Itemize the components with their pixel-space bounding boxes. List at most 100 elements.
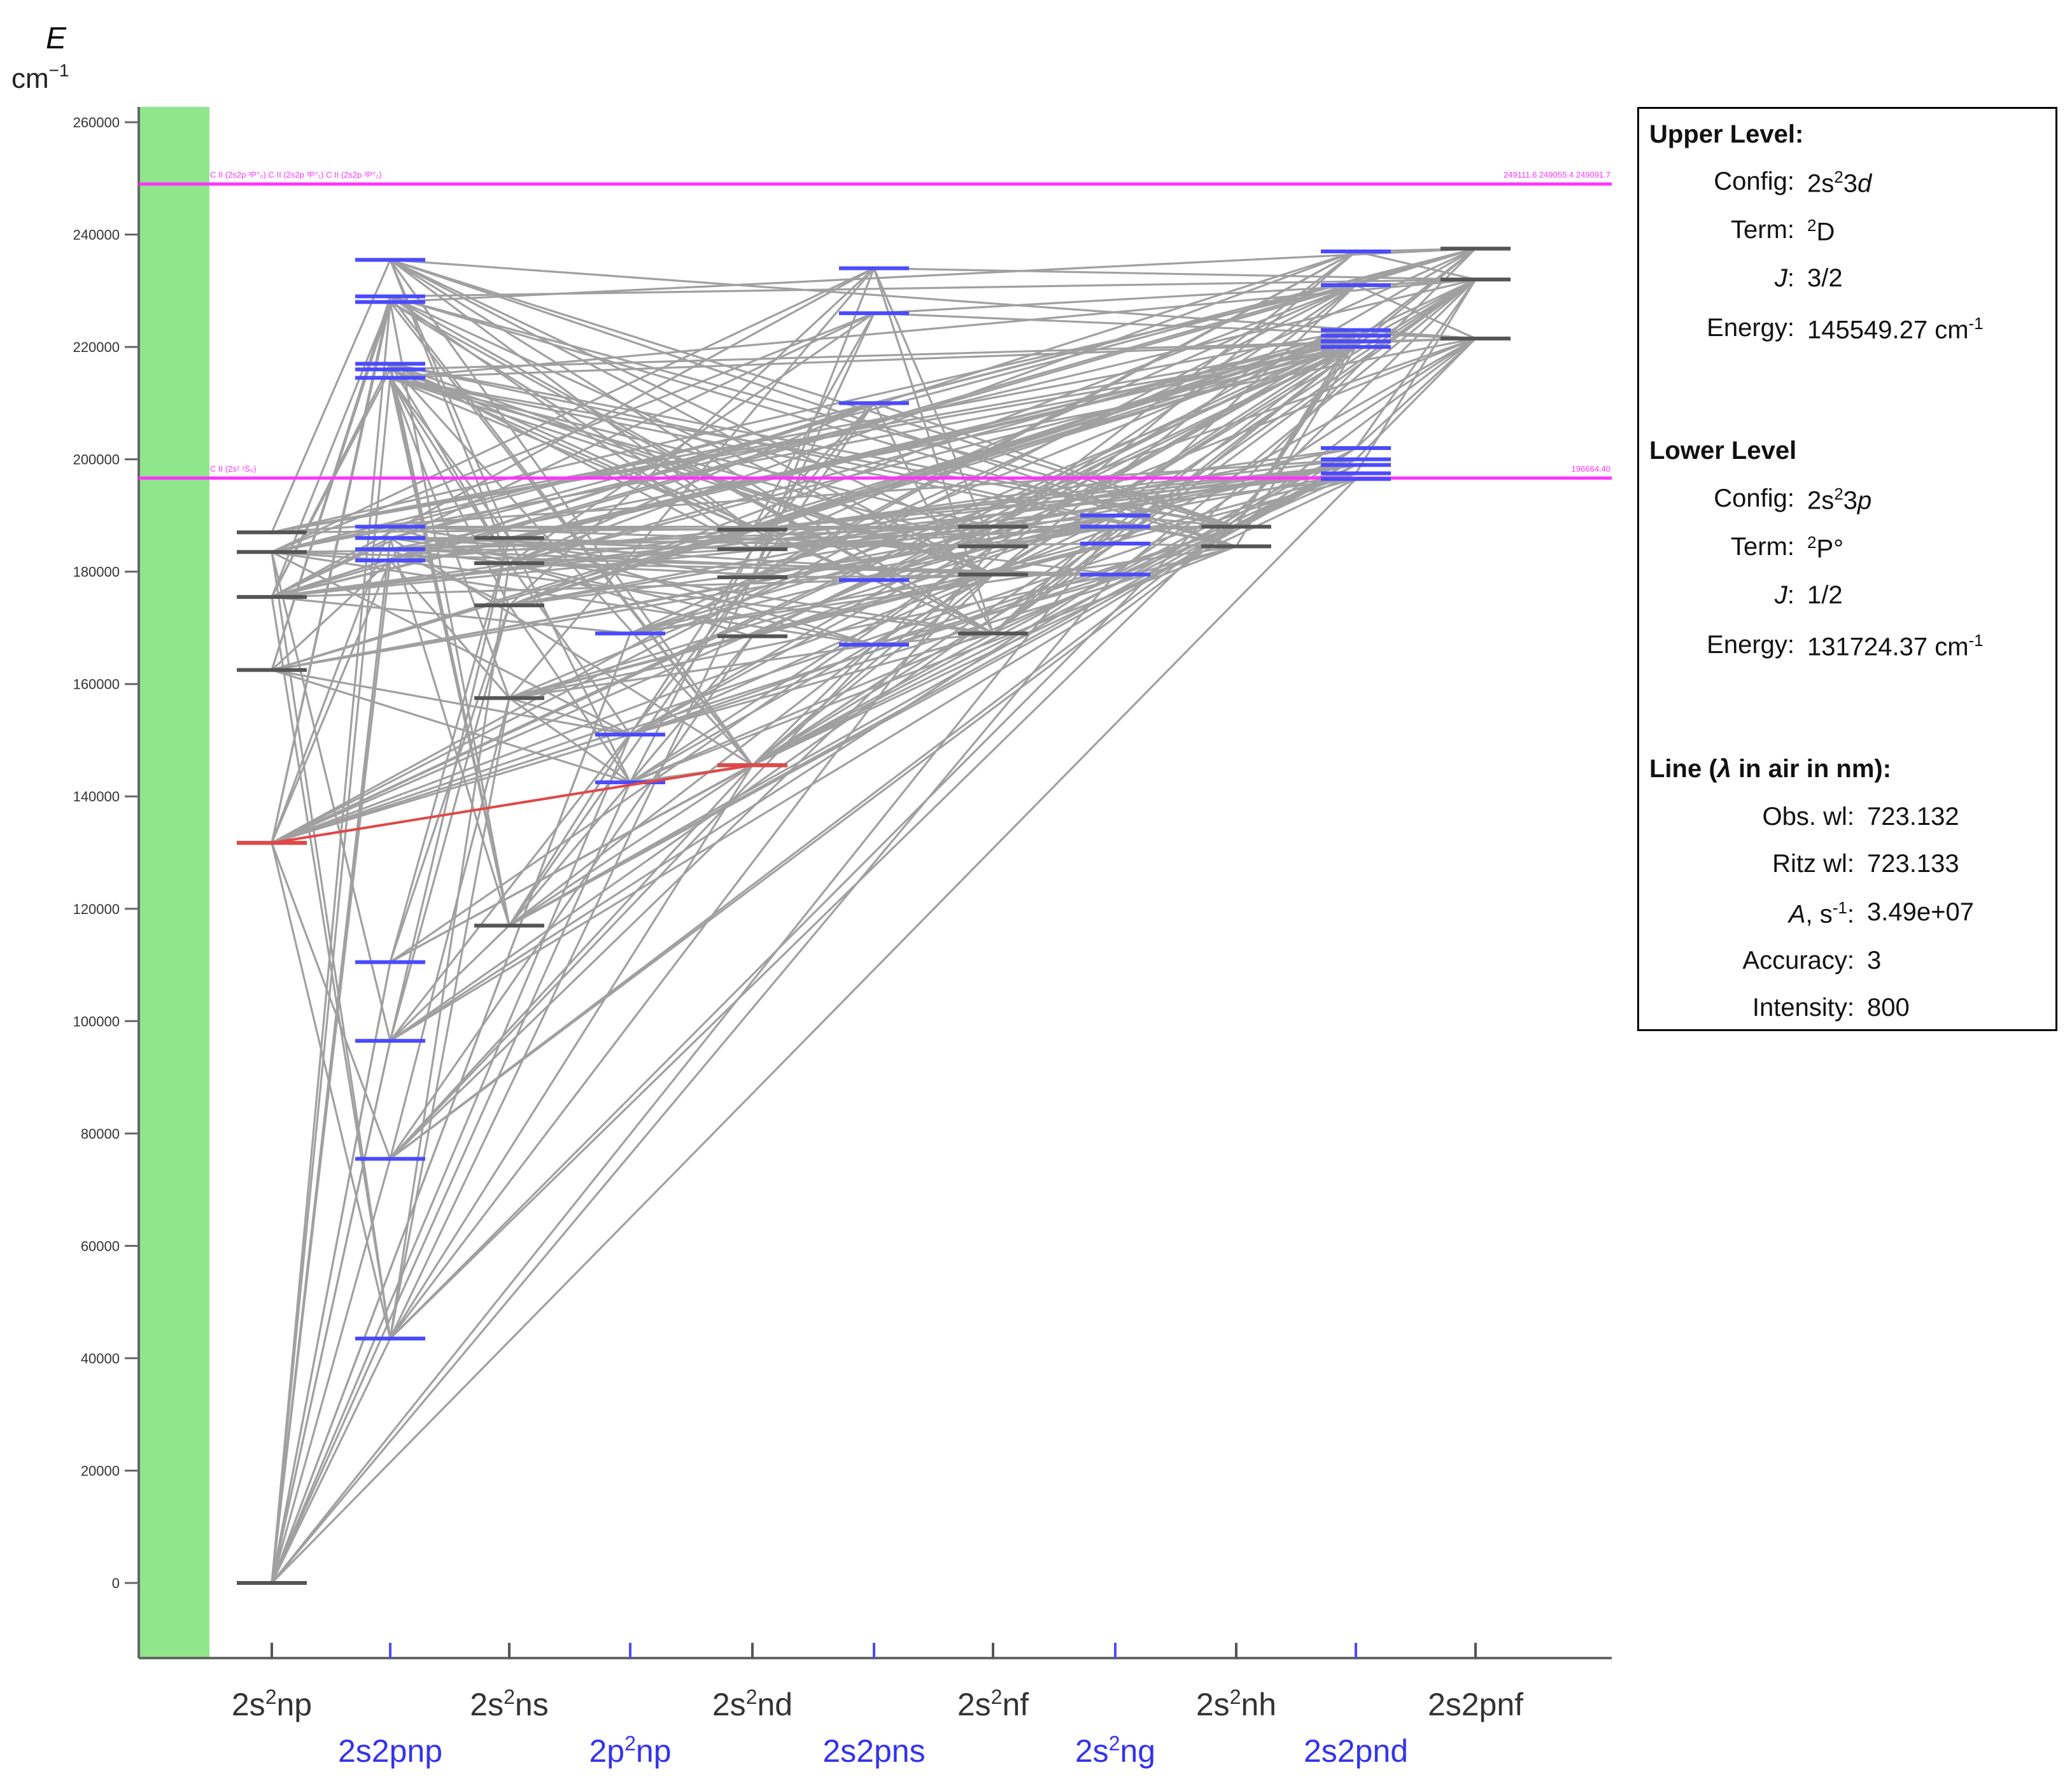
transition-line — [390, 295, 994, 635]
transition-line — [509, 346, 1357, 565]
transition-line — [629, 548, 754, 736]
transition-line — [509, 697, 631, 736]
transition-line — [992, 335, 1357, 547]
y-tick-label: 80000 — [81, 1126, 120, 1142]
transition-line — [271, 669, 631, 784]
transition-line — [751, 402, 875, 531]
limit-right-label: 196664.40 — [1572, 464, 1610, 474]
y-tick-label: 260000 — [73, 115, 120, 130]
limit-right-label: 249111.6 249055.4 249091.7 — [1504, 170, 1610, 179]
y-tick-label: 120000 — [73, 901, 120, 917]
transition-line — [992, 525, 1116, 548]
transition-line — [390, 258, 994, 575]
transition-line — [1355, 337, 1477, 460]
transition-line — [1355, 250, 1476, 281]
column-label: 2s2np — [232, 1685, 312, 1722]
transition-line — [630, 545, 1237, 784]
transition-line — [389, 363, 511, 564]
transition-line — [992, 542, 1116, 576]
transition-line — [389, 559, 511, 699]
transition-line — [389, 576, 754, 1042]
transition-line — [873, 402, 1237, 528]
transition-line — [1355, 248, 1476, 286]
transition-line — [390, 337, 1476, 1160]
transition-line — [389, 377, 511, 606]
transition-line — [390, 632, 994, 964]
transition-line — [1355, 279, 1477, 474]
unit-text: cm — [11, 63, 49, 94]
transition-line — [1115, 278, 1476, 545]
transition-line — [992, 463, 1357, 635]
transition-line — [389, 537, 511, 926]
transition-line — [752, 528, 875, 581]
transition-lines — [271, 248, 1477, 1584]
transition-line — [390, 545, 994, 963]
transition-line — [389, 363, 511, 926]
transition-line — [390, 377, 1237, 548]
transition-line — [390, 526, 1237, 1042]
transition-line — [390, 337, 1476, 1042]
energy-symbol: E — [46, 22, 67, 55]
transition-line — [390, 258, 994, 547]
transition-line — [1355, 337, 1477, 449]
transition-line — [1115, 337, 1476, 545]
transition-line — [873, 579, 994, 635]
transition-line — [389, 295, 754, 766]
column-label: 2s2pnp — [338, 1733, 442, 1769]
transition-line — [630, 573, 994, 736]
column-label: 2s2ns — [470, 1685, 548, 1722]
transition-line — [271, 363, 391, 598]
transition-line — [271, 551, 631, 736]
transition-line — [509, 643, 875, 700]
transition-line — [992, 458, 1357, 547]
transition-line — [389, 545, 994, 1339]
line-title: Line (λ in air in nm): — [1649, 755, 1892, 783]
y-axis: 0 20000 40000 60000 80000 100000 120000 140000 1… — [73, 107, 140, 1658]
transition-line — [1355, 284, 1476, 340]
transition-line — [389, 537, 511, 963]
transition-line — [271, 334, 1357, 672]
transition-line — [271, 596, 391, 1339]
transition-line — [271, 259, 391, 533]
transition-line — [389, 764, 754, 1160]
y-tick-label: 240000 — [73, 227, 120, 243]
transition-line — [1236, 472, 1357, 528]
transition-line — [271, 538, 391, 1584]
transition-line — [389, 259, 754, 766]
transition-line — [630, 632, 994, 736]
transition-line — [271, 842, 391, 1339]
transition-line — [390, 295, 753, 551]
selected-transition-line — [271, 764, 753, 845]
transition-line — [1355, 279, 1477, 449]
y-tick-label: 160000 — [73, 677, 120, 693]
transition-line — [509, 312, 875, 565]
upper-level-title: Upper Level: — [1649, 120, 1804, 148]
transition-line — [509, 402, 875, 565]
energy-level-diagram: E cm−1 0 20000 40000 60000 80000 100000 120000… — [11, 22, 1612, 1769]
transition-line — [271, 734, 631, 1584]
transition-line — [630, 545, 1237, 736]
transition-line — [873, 545, 1237, 646]
transition-line — [630, 545, 994, 635]
transition-line — [752, 447, 1357, 766]
transition-line — [508, 537, 631, 783]
transition-line — [508, 267, 875, 607]
transition-line — [271, 782, 631, 1584]
transition-line — [271, 633, 631, 1584]
transition-line — [873, 402, 994, 634]
ionization-limits: C II (2s2p ³P°₀) C II (2s2p ³P°₁) C II (… — [139, 170, 1612, 480]
transition-line — [271, 526, 1117, 1584]
transition-line — [509, 447, 1357, 927]
transition-line — [389, 764, 754, 1339]
transition-line — [508, 562, 631, 736]
column-label: 2s2pnf — [1428, 1687, 1523, 1722]
transition-line — [508, 605, 631, 784]
column-label: 2p2np — [589, 1732, 671, 1769]
transition-line — [509, 458, 1357, 927]
transition-line — [751, 643, 875, 766]
transition-line — [271, 579, 875, 844]
transition-line — [751, 313, 875, 578]
transition-line — [752, 284, 1357, 766]
transition-line — [389, 537, 511, 1041]
svg-text:cm−1: cm−1 — [11, 60, 69, 94]
